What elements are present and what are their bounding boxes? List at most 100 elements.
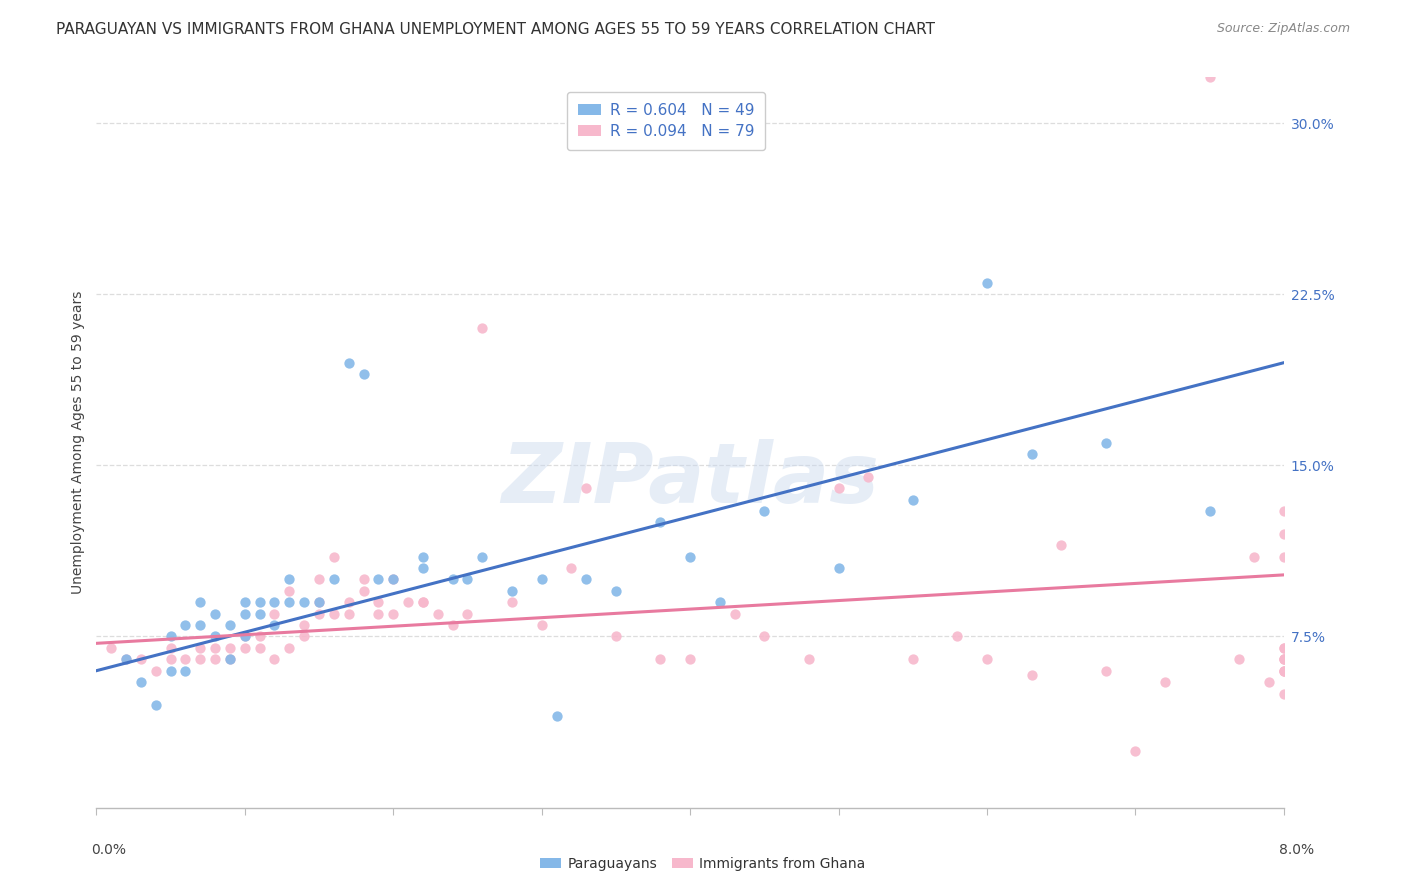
Point [901,492,924,507]
Point [605,630,627,644]
Point [1243,549,1265,564]
Point [901,652,924,666]
Point [530,618,553,632]
Point [412,595,434,609]
Text: ZIPatlas: ZIPatlas [501,439,879,519]
Point [188,640,211,655]
Point [204,652,226,666]
Point [353,367,375,381]
Point [1272,652,1295,666]
Point [322,573,344,587]
Point [382,607,405,621]
Point [1272,640,1295,655]
Point [308,607,330,621]
Point [1272,640,1295,655]
Point [353,573,375,587]
Point [337,607,360,621]
Point [471,549,494,564]
Point [575,573,598,587]
Point [412,595,434,609]
Point [382,573,405,587]
Point [679,549,702,564]
Point [219,618,242,632]
Point [754,630,776,644]
Point [159,640,181,655]
Point [249,595,271,609]
Point [233,630,256,644]
Point [456,573,478,587]
Point [1272,526,1295,541]
Point [219,640,242,655]
Point [501,595,523,609]
Point [724,607,747,621]
Point [292,630,315,644]
Point [219,652,242,666]
Point [159,652,181,666]
Point [145,698,167,712]
Point [976,276,998,290]
Point [709,595,731,609]
Point [946,630,969,644]
Point [263,618,285,632]
Point [204,607,226,621]
Point [412,561,434,575]
Point [501,583,523,598]
Point [263,595,285,609]
Point [188,652,211,666]
Point [174,652,197,666]
Point [204,630,226,644]
Point [367,573,389,587]
Point [249,630,271,644]
Point [1272,652,1295,666]
Point [188,595,211,609]
Point [263,652,285,666]
Point [159,664,181,678]
Point [1272,686,1295,700]
Point [471,321,494,335]
Point [1094,435,1116,450]
Point [976,652,998,666]
Point [278,595,301,609]
Point [188,618,211,632]
Point [1272,664,1295,678]
Point [441,618,464,632]
Point [1198,70,1220,85]
Point [679,652,702,666]
Point [174,664,197,678]
Point [100,640,122,655]
Point [650,516,672,530]
Point [233,630,256,644]
Legend: R = 0.604   N = 49, R = 0.094   N = 79: R = 0.604 N = 49, R = 0.094 N = 79 [568,93,765,150]
Point [233,595,256,609]
Point [1272,664,1295,678]
Point [1050,538,1073,552]
Y-axis label: Unemployment Among Ages 55 to 59 years: Unemployment Among Ages 55 to 59 years [72,291,86,594]
Point [441,573,464,587]
Point [337,595,360,609]
Point [322,607,344,621]
Point [292,595,315,609]
Point [204,640,226,655]
Point [754,504,776,518]
Point [249,607,271,621]
Point [1272,504,1295,518]
Point [174,618,197,632]
Point [1021,447,1043,461]
Point [827,561,849,575]
Point [367,595,389,609]
Point [1272,664,1295,678]
Point [650,652,672,666]
Point [1272,549,1295,564]
Point [308,573,330,587]
Point [308,595,330,609]
Point [129,652,152,666]
Point [797,652,820,666]
Point [396,595,419,609]
Point [308,595,330,609]
Point [575,481,598,495]
Point [560,561,582,575]
Point [263,607,285,621]
Point [1021,668,1043,682]
Point [605,583,627,598]
Point [1229,652,1251,666]
